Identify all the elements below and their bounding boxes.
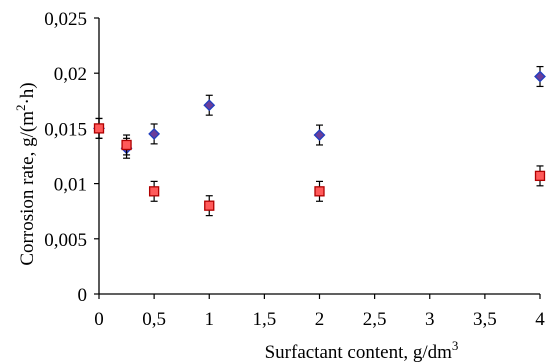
x-axis-title: Surfactant content, g/dm3: [265, 338, 459, 363]
square-marker: [121, 139, 132, 151]
y-tick-label: 0,025: [44, 9, 87, 30]
y-tick-label: 0,01: [54, 175, 87, 196]
y-axis-title: Corrosion rate, g/(m2·h): [13, 82, 38, 265]
y-tick-label: 0,015: [44, 119, 87, 140]
x-tick-label: 1,5: [253, 309, 277, 330]
x-tick-label: 2: [315, 309, 325, 330]
x-tick-label: 2,5: [363, 309, 387, 330]
x-tick-label: 3: [425, 309, 435, 330]
diamond-marker: [313, 129, 326, 141]
square-marker: [204, 200, 215, 211]
ticks: 0 0,005 0,01 0,015 0,02 0,025 0 0,5 1 1,5 2 2,5 3 3,5…: [44, 9, 545, 330]
x-tick-label: 1: [205, 309, 215, 330]
x-tick-label: 4: [535, 309, 545, 330]
y-tick-label: 0,02: [54, 64, 87, 85]
data-points: [93, 65, 546, 217]
y-tick-label: 0,005: [44, 230, 87, 251]
x-tick-label: 0,5: [142, 309, 166, 330]
diamond-marker: [534, 70, 546, 83]
square-marker: [314, 186, 325, 197]
axes: [98, 18, 540, 295]
square-marker: [534, 170, 546, 182]
y-tick-label: 0: [78, 285, 88, 306]
diamond-marker: [148, 128, 161, 140]
x-tick-label: 0: [94, 309, 104, 330]
x-tick-label: 3,5: [473, 309, 497, 330]
diamond-marker: [203, 99, 216, 112]
square-marker: [93, 123, 105, 134]
square-marker: [148, 186, 160, 197]
